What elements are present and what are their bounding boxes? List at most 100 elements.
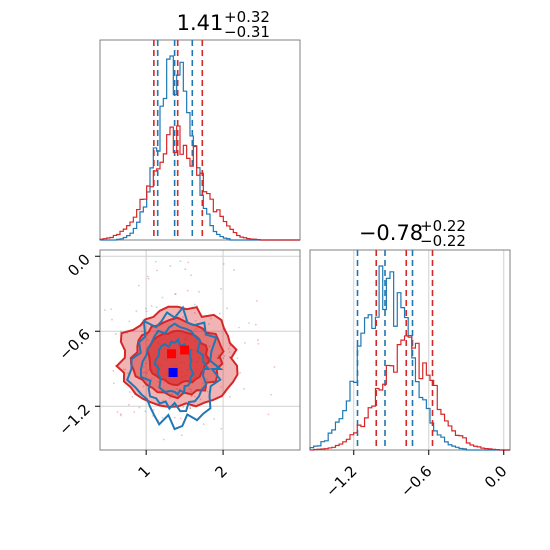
scatter-sample (180, 434, 183, 437)
scatter-sample (226, 307, 228, 310)
scatter-sample (142, 385, 145, 388)
title-2-value: −0.78 (359, 221, 423, 245)
y-tick-label: −0.6 (55, 325, 93, 363)
scatter-sample (193, 328, 196, 331)
title-2-upper-error: +0.22 (420, 217, 466, 235)
scatter-sample (142, 365, 145, 368)
scatter-sample (182, 406, 185, 408)
scatter-sample (163, 381, 166, 383)
scatter-sample (220, 288, 222, 290)
scatter-sample (146, 372, 149, 374)
scatter-sample (220, 427, 223, 430)
scatter-sample (146, 334, 149, 337)
scatter-sample (144, 307, 147, 310)
x-tick-label: 1 (135, 462, 154, 481)
scatter-sample (135, 310, 138, 312)
contour-blue-level-2 (140, 322, 211, 413)
scatter-sample (257, 342, 260, 345)
scatter-sample (161, 296, 164, 299)
x-tick-label: 2 (211, 462, 230, 481)
scatter-sample (213, 417, 215, 420)
scatter-sample (270, 393, 273, 396)
scatter-sample (176, 388, 178, 390)
scatter-sample (162, 438, 165, 441)
x-tick-label: −1.2 (322, 462, 360, 500)
scatter-sample (144, 371, 147, 374)
scatter-sample (228, 351, 231, 353)
scatter-sample (193, 395, 196, 398)
scatter-sample (244, 341, 246, 344)
scatter-sample (127, 372, 129, 375)
scatter-sample (145, 310, 148, 313)
scatter-sample (208, 323, 211, 325)
title-2-lower-error: −0.22 (420, 232, 466, 250)
title-param-2: −0.78 (359, 221, 423, 245)
scatter-sample (128, 320, 131, 323)
x-tick-label: −0.6 (397, 462, 435, 500)
scatter-sample (147, 368, 150, 371)
panel-frame (309, 249, 511, 451)
scatter-sample (103, 309, 106, 311)
scatter-sample (223, 355, 226, 357)
scatter-sample (182, 316, 184, 319)
joint-contour-panel: 1 2 0.0 −0.6 −1.2 (55, 249, 301, 482)
scatter-sample (147, 277, 150, 280)
x-tick-label: 0.0 (481, 462, 511, 492)
scatter-sample (193, 303, 196, 306)
histogram-red (99, 125, 300, 241)
scatter-sample (169, 265, 172, 267)
scatter-sample (179, 417, 182, 420)
title-1-lower-error: −0.31 (224, 23, 270, 41)
scatter-sample (168, 397, 171, 400)
scatter-sample (198, 290, 200, 293)
scatter-sample (248, 322, 250, 324)
scatter-sample (128, 403, 130, 406)
scatter-sample (141, 330, 143, 333)
scatter-sample (209, 317, 212, 320)
panel-background (310, 250, 510, 450)
scatter-sample (229, 344, 231, 347)
scatter-sample (111, 318, 113, 321)
scatter-sample (120, 414, 123, 417)
scatter-sample (146, 275, 149, 278)
scatter-sample (199, 398, 202, 401)
histogram-red (310, 335, 510, 451)
scatter-sample (116, 411, 119, 413)
scatter-sample (173, 416, 176, 419)
scatter-sample (236, 357, 239, 360)
scatter-sample (147, 339, 150, 341)
title-1-upper-error: +0.32 (224, 8, 270, 26)
scatter-sample (257, 339, 259, 341)
histogram-blue (100, 55, 300, 241)
scatter-sample (189, 387, 191, 390)
scatter-sample (195, 327, 198, 330)
scatter-sample (155, 306, 158, 309)
scatter-sample (190, 274, 192, 277)
marginal-histogram-param-1 (99, 39, 301, 241)
scatter-sample (189, 407, 192, 409)
scatter-sample (267, 413, 270, 416)
scatter-sample (190, 388, 192, 391)
scatter-sample (154, 260, 157, 263)
scatter-sample (254, 323, 257, 326)
panel-frame (99, 249, 301, 451)
scatter-sample (187, 261, 190, 264)
title-param-1: 1.41 (177, 11, 224, 35)
scatter-sample (114, 333, 117, 335)
contour-blue-level-1 (126, 305, 224, 431)
scatter-sample (233, 269, 235, 271)
scatter-sample (186, 289, 189, 292)
scatter-sample (174, 293, 177, 295)
scatter-sample (179, 260, 182, 263)
scatter-sample (152, 409, 155, 411)
scatter-sample (222, 263, 225, 265)
scatter-sample (143, 371, 145, 374)
scatter-sample (205, 378, 208, 381)
panel-frame (99, 39, 301, 241)
scatter-sample (222, 357, 225, 360)
scatter-sample (255, 300, 258, 302)
scatter-sample (157, 380, 160, 383)
scatter-sample (190, 390, 193, 393)
marker-blue (168, 368, 178, 377)
